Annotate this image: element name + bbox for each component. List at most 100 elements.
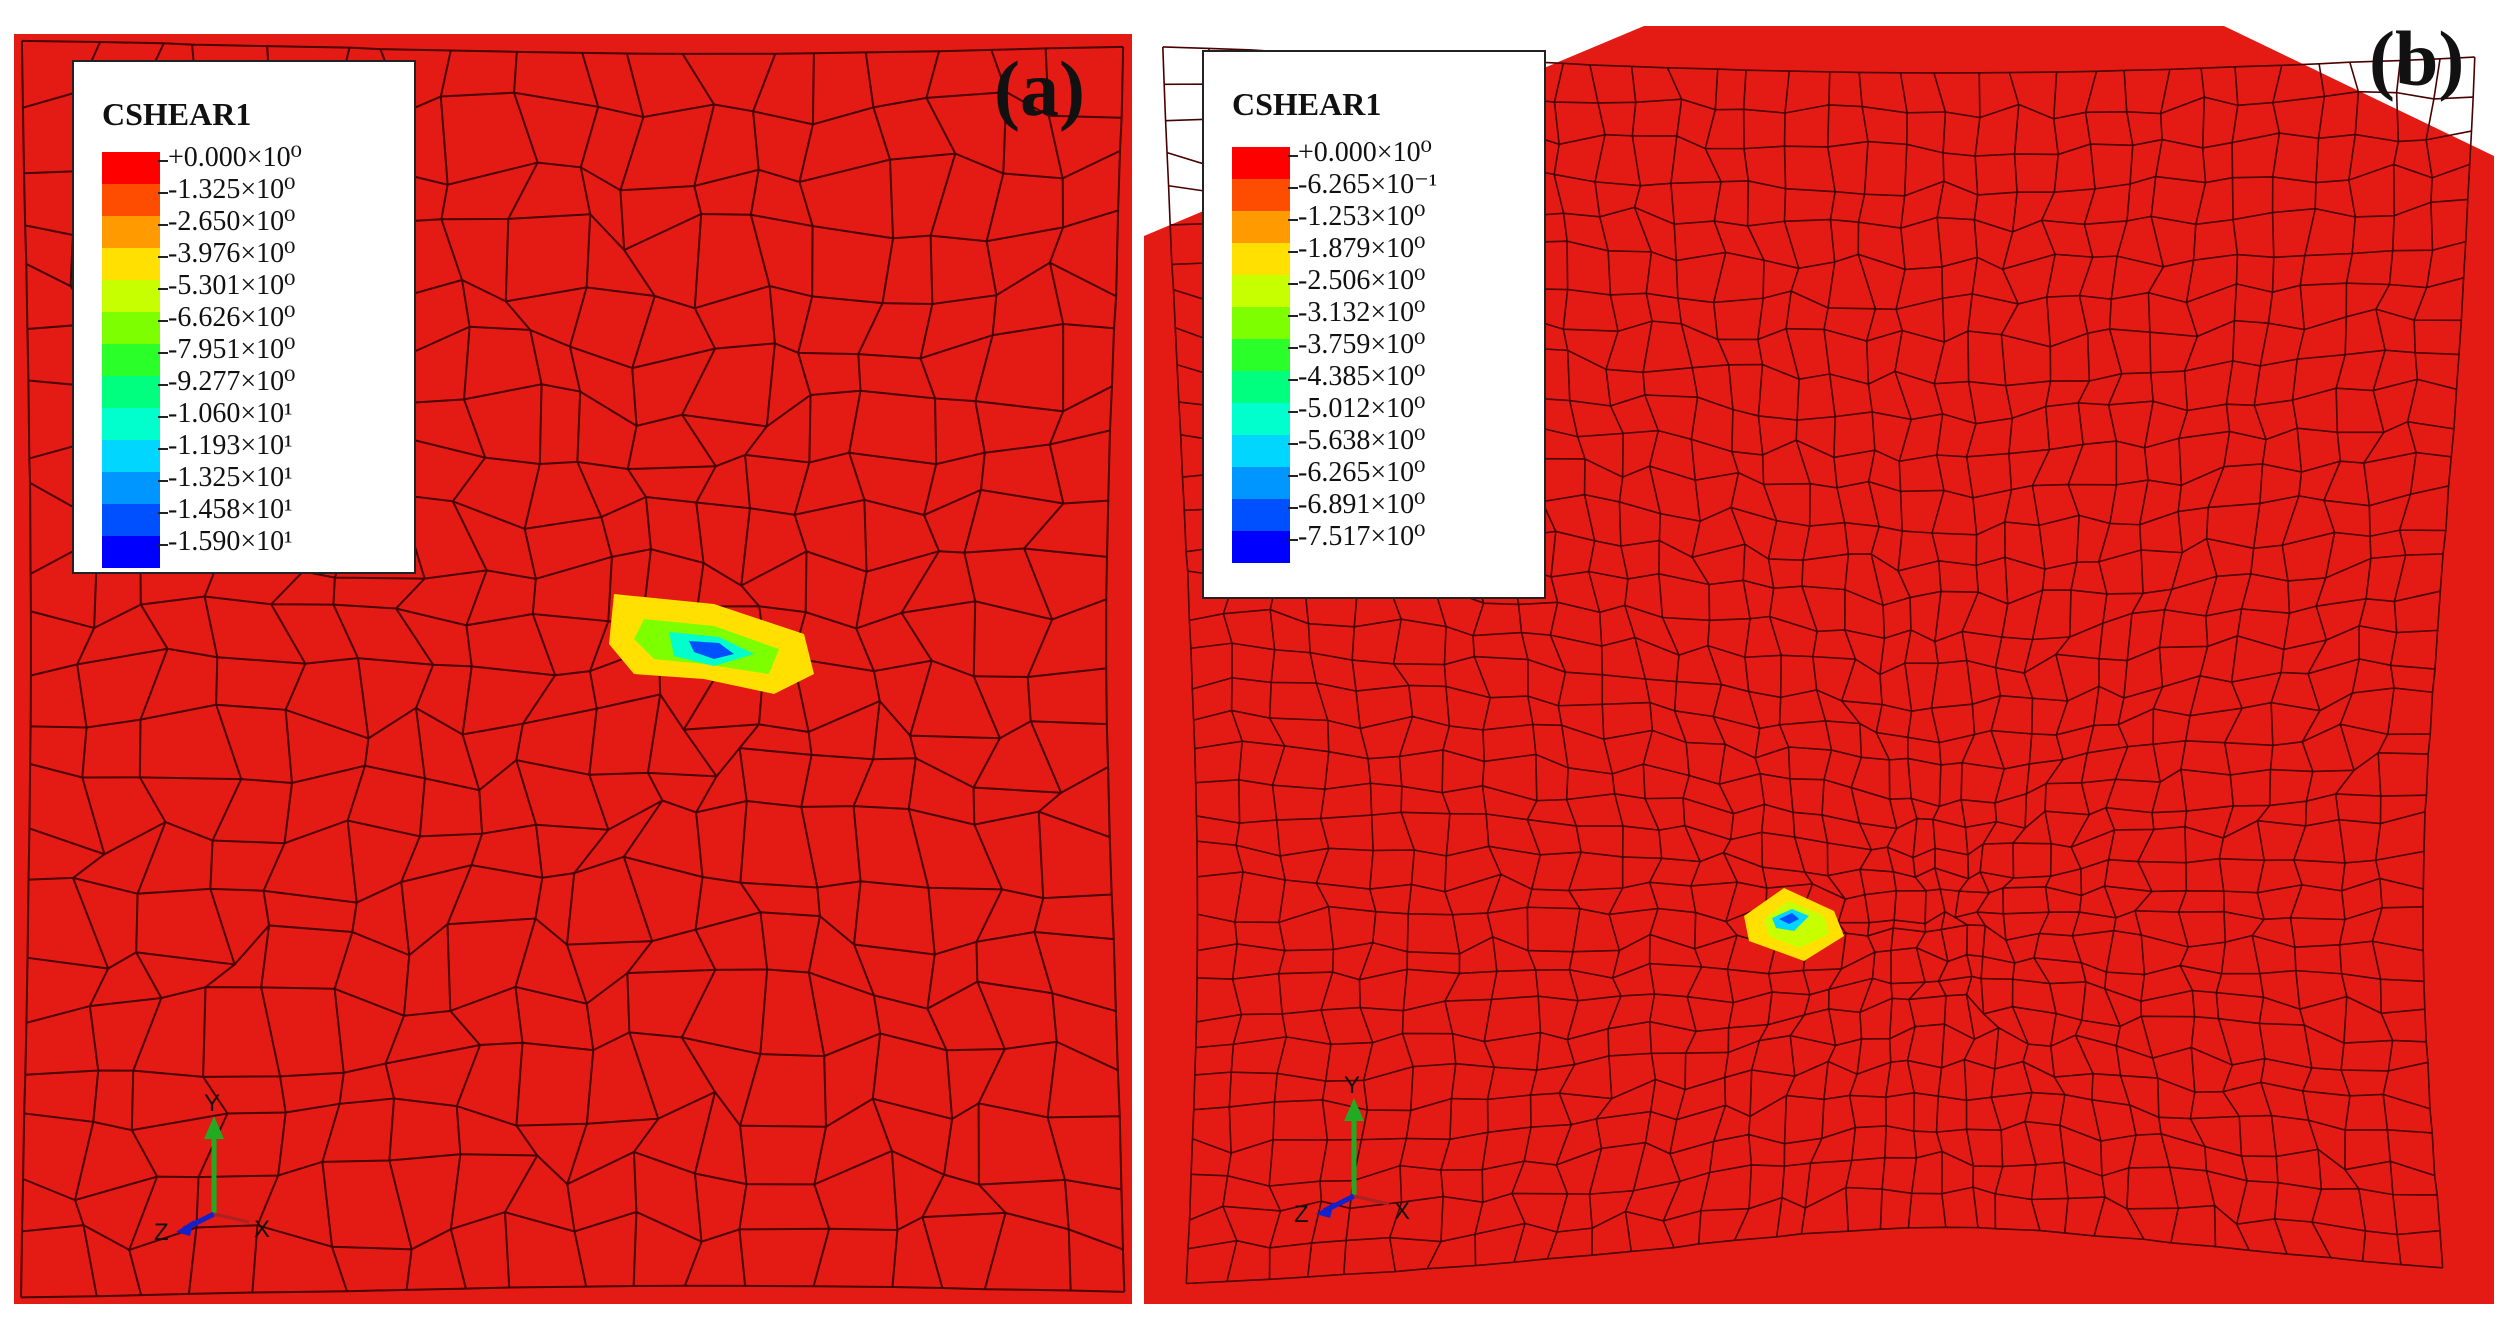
legend-value-12: -7.517×10⁰ (1298, 521, 1426, 552)
legend-value-10: -6.265×10⁰ (1298, 457, 1426, 488)
legend-value-4: -2.506×10⁰ (1298, 265, 1426, 296)
legend-value-1: -1.325×10⁰ (168, 174, 296, 205)
legend-color-1 (102, 184, 160, 216)
mesh-line (2215, 65, 2283, 1251)
legend-color-6 (1232, 339, 1290, 371)
axis-triad-a: Y Z X (154, 1090, 354, 1246)
legend-value-11: -1.458×10¹ (168, 494, 293, 525)
mesh-line (2070, 70, 2134, 1237)
mesh-line (2002, 72, 2060, 1231)
legend-tick (158, 544, 168, 546)
legend-a: CSHEAR1 +0.000×10⁰ -1.325×10⁰ -2.650×10⁰ -3… (72, 60, 416, 574)
legend-color-4 (102, 280, 160, 312)
mesh-line (1704, 68, 1777, 1241)
legend-tick (1288, 539, 1298, 541)
legend-value-1: -6.265×10⁻¹ (1298, 169, 1438, 200)
legend-tick (158, 512, 168, 514)
legend-value-3: -3.976×10⁰ (168, 238, 296, 269)
legend-color-11 (1232, 499, 1290, 531)
legend-tick (158, 352, 168, 354)
legend-color-9 (102, 440, 160, 472)
legend-color-4 (1232, 275, 1290, 307)
mesh-line (1930, 72, 1949, 1228)
legend-color-12 (1232, 531, 1290, 563)
legend-tick (1288, 443, 1298, 445)
mesh-line (900, 51, 957, 1289)
mesh-line (1553, 63, 1624, 1256)
mesh-line (2422, 57, 2476, 1268)
mesh-line (1630, 66, 1703, 1248)
legend-value-0: +0.000×10⁰ (168, 142, 302, 173)
legend-color-8 (1232, 403, 1290, 435)
mesh-line (1894, 72, 1927, 1228)
legend-value-2: -2.650×10⁰ (168, 206, 296, 237)
legend-tick (1288, 219, 1298, 221)
contour-hotspot-b (1744, 888, 1844, 961)
legend-value-5: -6.626×10⁰ (168, 302, 296, 333)
mesh-line (439, 50, 488, 1289)
mesh-line (848, 52, 899, 1288)
legend-value-9: -1.193×10¹ (168, 430, 293, 461)
legend-tick (1288, 283, 1298, 285)
mesh-line (69, 41, 110, 1297)
mesh-line (1162, 46, 1199, 1284)
mesh-line (1975, 72, 2020, 1229)
mesh-line (2177, 66, 2239, 1247)
mesh-line (2033, 71, 2098, 1234)
legend-tick (1288, 475, 1298, 477)
mesh-line (2334, 60, 2402, 1262)
legend-color-10 (102, 472, 160, 504)
mesh-line (1857, 72, 1898, 1230)
mesh-line (565, 52, 613, 1287)
legend-tick (1288, 411, 1298, 413)
legend-tick (1288, 507, 1298, 509)
legend-tick (158, 288, 168, 290)
legend-colorbar-b (1232, 147, 1290, 563)
legend-tick (158, 320, 168, 322)
mesh-line (2251, 63, 2326, 1255)
axis-label-x: X (254, 1216, 271, 1243)
legend-title-a: CSHEAR1 (102, 96, 252, 132)
panel-a: (a) CSHEAR1 +0.000×10⁰ -1.325×10⁰ -2.650×1… (14, 34, 1132, 1304)
legend-tick (158, 192, 168, 194)
legend-value-6: -3.759×10⁰ (1298, 329, 1426, 360)
legend-colorbar-a (102, 152, 160, 568)
legend-color-12 (102, 536, 160, 568)
mesh-line (20, 40, 32, 1298)
axis-label-x: X (1394, 1198, 1411, 1225)
legend-color-3 (1232, 243, 1290, 275)
legend-value-12: -1.590×10¹ (168, 526, 293, 557)
mesh-line (2371, 58, 2441, 1265)
legend-color-9 (1232, 435, 1290, 467)
mesh-line (1742, 70, 1814, 1237)
mesh-line (1105, 46, 1126, 1292)
legend-value-7: -9.277×10⁰ (168, 366, 296, 397)
legend-value-3: -1.879×10⁰ (1298, 233, 1426, 264)
axis-label-z: Z (154, 1219, 169, 1246)
legend-color-2 (1232, 211, 1290, 243)
legend-tick (158, 384, 168, 386)
legend-color-8 (102, 408, 160, 440)
mesh-line (2103, 69, 2171, 1240)
legend-color-3 (102, 248, 160, 280)
legend-value-7: -4.385×10⁰ (1298, 361, 1426, 392)
legend-value-10: -1.325×10¹ (168, 462, 293, 493)
mesh-line (1954, 72, 1981, 1228)
legend-tick (1288, 251, 1298, 253)
legend-color-5 (102, 312, 160, 344)
panel-label-b: (b) (2369, 26, 2465, 102)
legend-tick (158, 224, 168, 226)
mesh-line (1783, 71, 1847, 1234)
legend-color-0 (1232, 147, 1290, 179)
legend-value-6: -7.951×10⁰ (168, 334, 296, 365)
contour-hotspot-a (609, 594, 814, 694)
legend-tick (158, 416, 168, 418)
legend-color-0 (102, 152, 160, 184)
legend-value-8: -5.012×10⁰ (1298, 393, 1426, 424)
legend-color-1 (1232, 179, 1290, 211)
legend-tick (1288, 315, 1298, 317)
legend-value-0: +0.000×10⁰ (1298, 137, 1432, 168)
legend-color-7 (102, 376, 160, 408)
mesh-line (1666, 67, 1739, 1244)
legend-tick (158, 480, 168, 482)
